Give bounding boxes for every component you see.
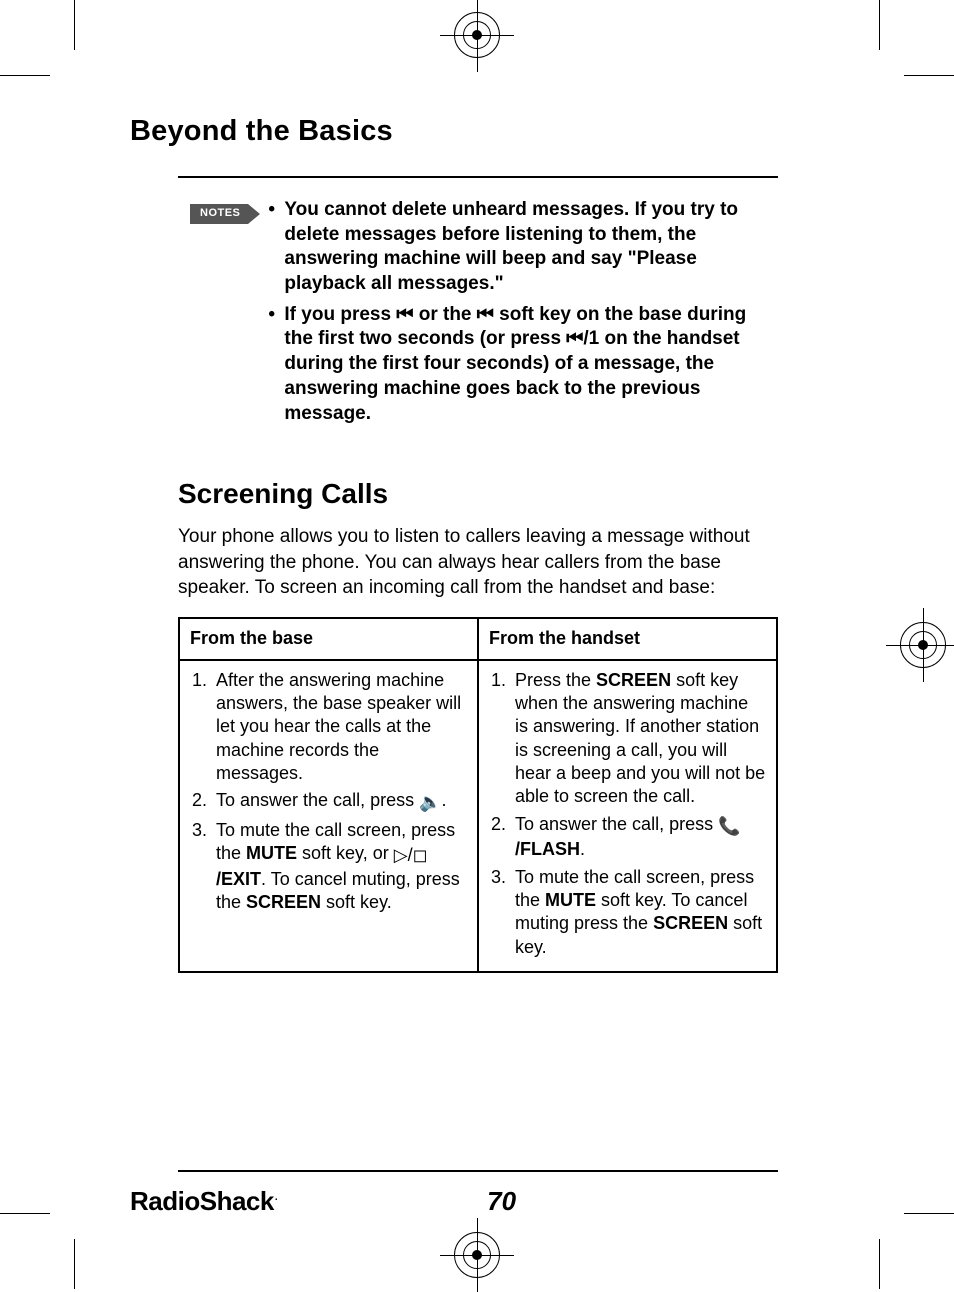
instructions-table: From the base From the handset After the… [178, 617, 778, 973]
section-title: Screening Calls [178, 478, 778, 510]
footer-rule [178, 1170, 778, 1172]
header-rule [178, 176, 778, 178]
crop-mark [879, 0, 880, 50]
table-row: After the answering machine answers, the… [179, 660, 777, 973]
cell-from-handset: Press the SCREEN soft key when the answe… [478, 660, 777, 973]
handset-step-3: To mute the call screen, press the MUTE … [511, 866, 766, 960]
crop-mark [879, 1239, 880, 1289]
table-header-base: From the base [179, 618, 478, 659]
handset-step-2: To answer the call, press 📞/FLASH. [511, 813, 766, 862]
note-item: If you press ⏮ or the ⏮ soft key on the … [268, 303, 748, 426]
handset-step-1: Press the SCREEN soft key when the answe… [511, 669, 766, 809]
page-content: Beyond the Basics NOTES You cannot delet… [130, 115, 790, 973]
crop-mark [0, 1213, 50, 1214]
base-step-1: After the answering machine answers, the… [212, 669, 467, 786]
table-header-handset: From the handset [478, 618, 777, 659]
crop-mark [904, 75, 954, 76]
phone-icon: 📞 [718, 815, 740, 838]
crop-mark [74, 1239, 75, 1289]
page-number: 70 [487, 1186, 516, 1217]
notes-tag: NOTES [190, 204, 248, 224]
note-item: You cannot delete unheard messages. If y… [268, 198, 748, 297]
section-intro: Your phone allows you to listen to calle… [178, 524, 778, 601]
registration-mark-bottom [454, 1232, 500, 1278]
page-footer: RadioShack. 70 [130, 1130, 790, 1217]
base-step-3: To mute the call screen, press the MUTE … [212, 819, 467, 915]
speaker-icon: 🔈 [419, 791, 441, 814]
crop-mark [74, 0, 75, 50]
brand-logo: RadioShack. [130, 1186, 277, 1217]
registration-mark-top [454, 12, 500, 58]
cell-from-base: After the answering machine answers, the… [179, 660, 478, 973]
notes-block: NOTES You cannot delete unheard messages… [190, 198, 790, 432]
page-header-title: Beyond the Basics [130, 115, 790, 148]
notes-list: You cannot delete unheard messages. If y… [268, 198, 748, 432]
play-stop-icon: ▷/◻ [394, 844, 428, 867]
section-screening-calls: Screening Calls Your phone allows you to… [178, 478, 778, 973]
crop-mark [0, 75, 50, 76]
base-step-2: To answer the call, press 🔈. [212, 789, 467, 814]
crop-mark [904, 1213, 954, 1214]
registration-mark-right [900, 622, 946, 668]
